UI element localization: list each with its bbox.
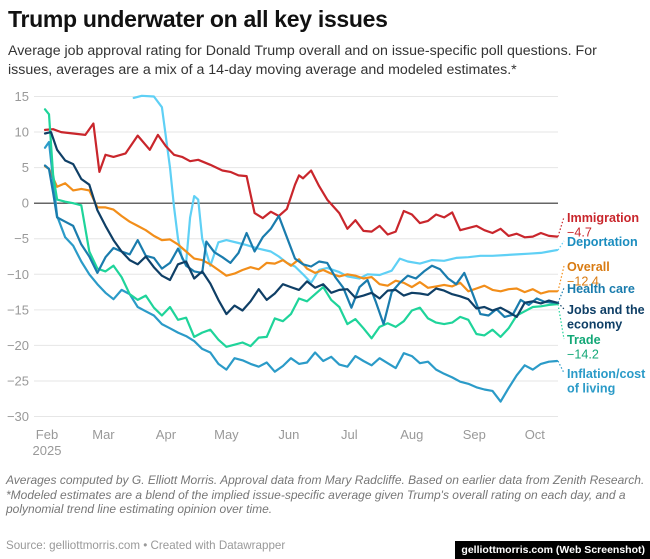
footnote-2: *Modeled estimates are a blend of the im… <box>6 487 626 517</box>
y-tick-label: −20 <box>7 338 29 353</box>
y-tick-label: 10 <box>15 125 29 140</box>
y-tick-label: 15 <box>15 89 29 104</box>
x-tick-label: Aug <box>400 427 423 442</box>
series-line-inflation-cost-of-living <box>43 140 559 403</box>
gridlines <box>34 96 558 417</box>
x-tick-label: Jun <box>278 427 299 442</box>
y-tick-label: −30 <box>7 409 29 424</box>
y-tick-label: −25 <box>7 373 29 388</box>
label-connectors <box>557 216 565 374</box>
footnote-1: Averages computed by G. Elliott Morris. … <box>6 473 645 487</box>
end-value-trade: −14.2 <box>567 348 599 362</box>
y-tick-label: −10 <box>7 267 29 282</box>
connector-overall <box>557 265 565 292</box>
connector-trade <box>557 304 565 340</box>
connector-immigration <box>557 216 565 237</box>
x-tick-label: Jul <box>341 427 358 442</box>
x-tick-label: Apr <box>156 427 177 442</box>
x-tick-sublabel: 2025 <box>33 443 62 458</box>
image-credit: gelliottmorris.com (Web Screenshot) <box>455 541 650 559</box>
series-line-jobs-and-the-economy <box>43 131 559 318</box>
footnotes: Averages computed by G. Elliott Morris. … <box>6 473 646 517</box>
end-label-deportation: Deportation <box>567 235 638 249</box>
end-label-inflation-cost-of-living-line2: of living <box>567 382 615 396</box>
connector-deportation <box>557 240 565 251</box>
y-axis: 15 10 5 0 −5 −10 −15 −20 −25 −30 <box>7 89 29 424</box>
connector-jobs-and-the-economy <box>557 302 565 310</box>
end-value-immigration: −4.7 <box>567 226 592 240</box>
x-tick-label: May <box>214 427 239 442</box>
y-tick-label: 0 <box>22 196 29 211</box>
x-tick-label: Oct <box>525 427 546 442</box>
end-label-jobs-and-the-economy-line2: economy <box>567 318 622 332</box>
x-tick-label: Sep <box>463 427 486 442</box>
x-tick-label: Mar <box>92 427 115 442</box>
y-tick-label: 5 <box>22 160 29 175</box>
x-tick-label: Feb <box>36 427 58 442</box>
end-value-overall: −12.4 <box>567 275 599 289</box>
connector-health-care <box>557 287 565 303</box>
series-lines <box>43 94 559 403</box>
y-tick-label: −15 <box>7 302 29 317</box>
series-line-deportation <box>132 94 559 284</box>
chart-title: Trump underwater on all key issues <box>8 6 388 32</box>
end-label-trade: Trade <box>567 333 601 347</box>
end-label-jobs-and-the-economy: Jobs and the <box>567 303 645 317</box>
connector-inflation-cost-of-living <box>557 360 565 374</box>
series-line-immigration <box>43 122 559 239</box>
y-tick-label: −5 <box>14 231 29 246</box>
end-label-immigration: Immigration <box>567 211 639 225</box>
end-label-health-care: Health care <box>567 282 635 296</box>
chart-subtitle: Average job approval rating for Donald T… <box>8 43 597 78</box>
source-line: Source: gelliottmorris.com • Created wit… <box>6 539 286 552</box>
series-line-trade <box>43 108 559 348</box>
end-label-inflation-cost-of-living: Inflation/cost <box>567 367 646 381</box>
end-label-overall: Overall <box>567 260 610 274</box>
